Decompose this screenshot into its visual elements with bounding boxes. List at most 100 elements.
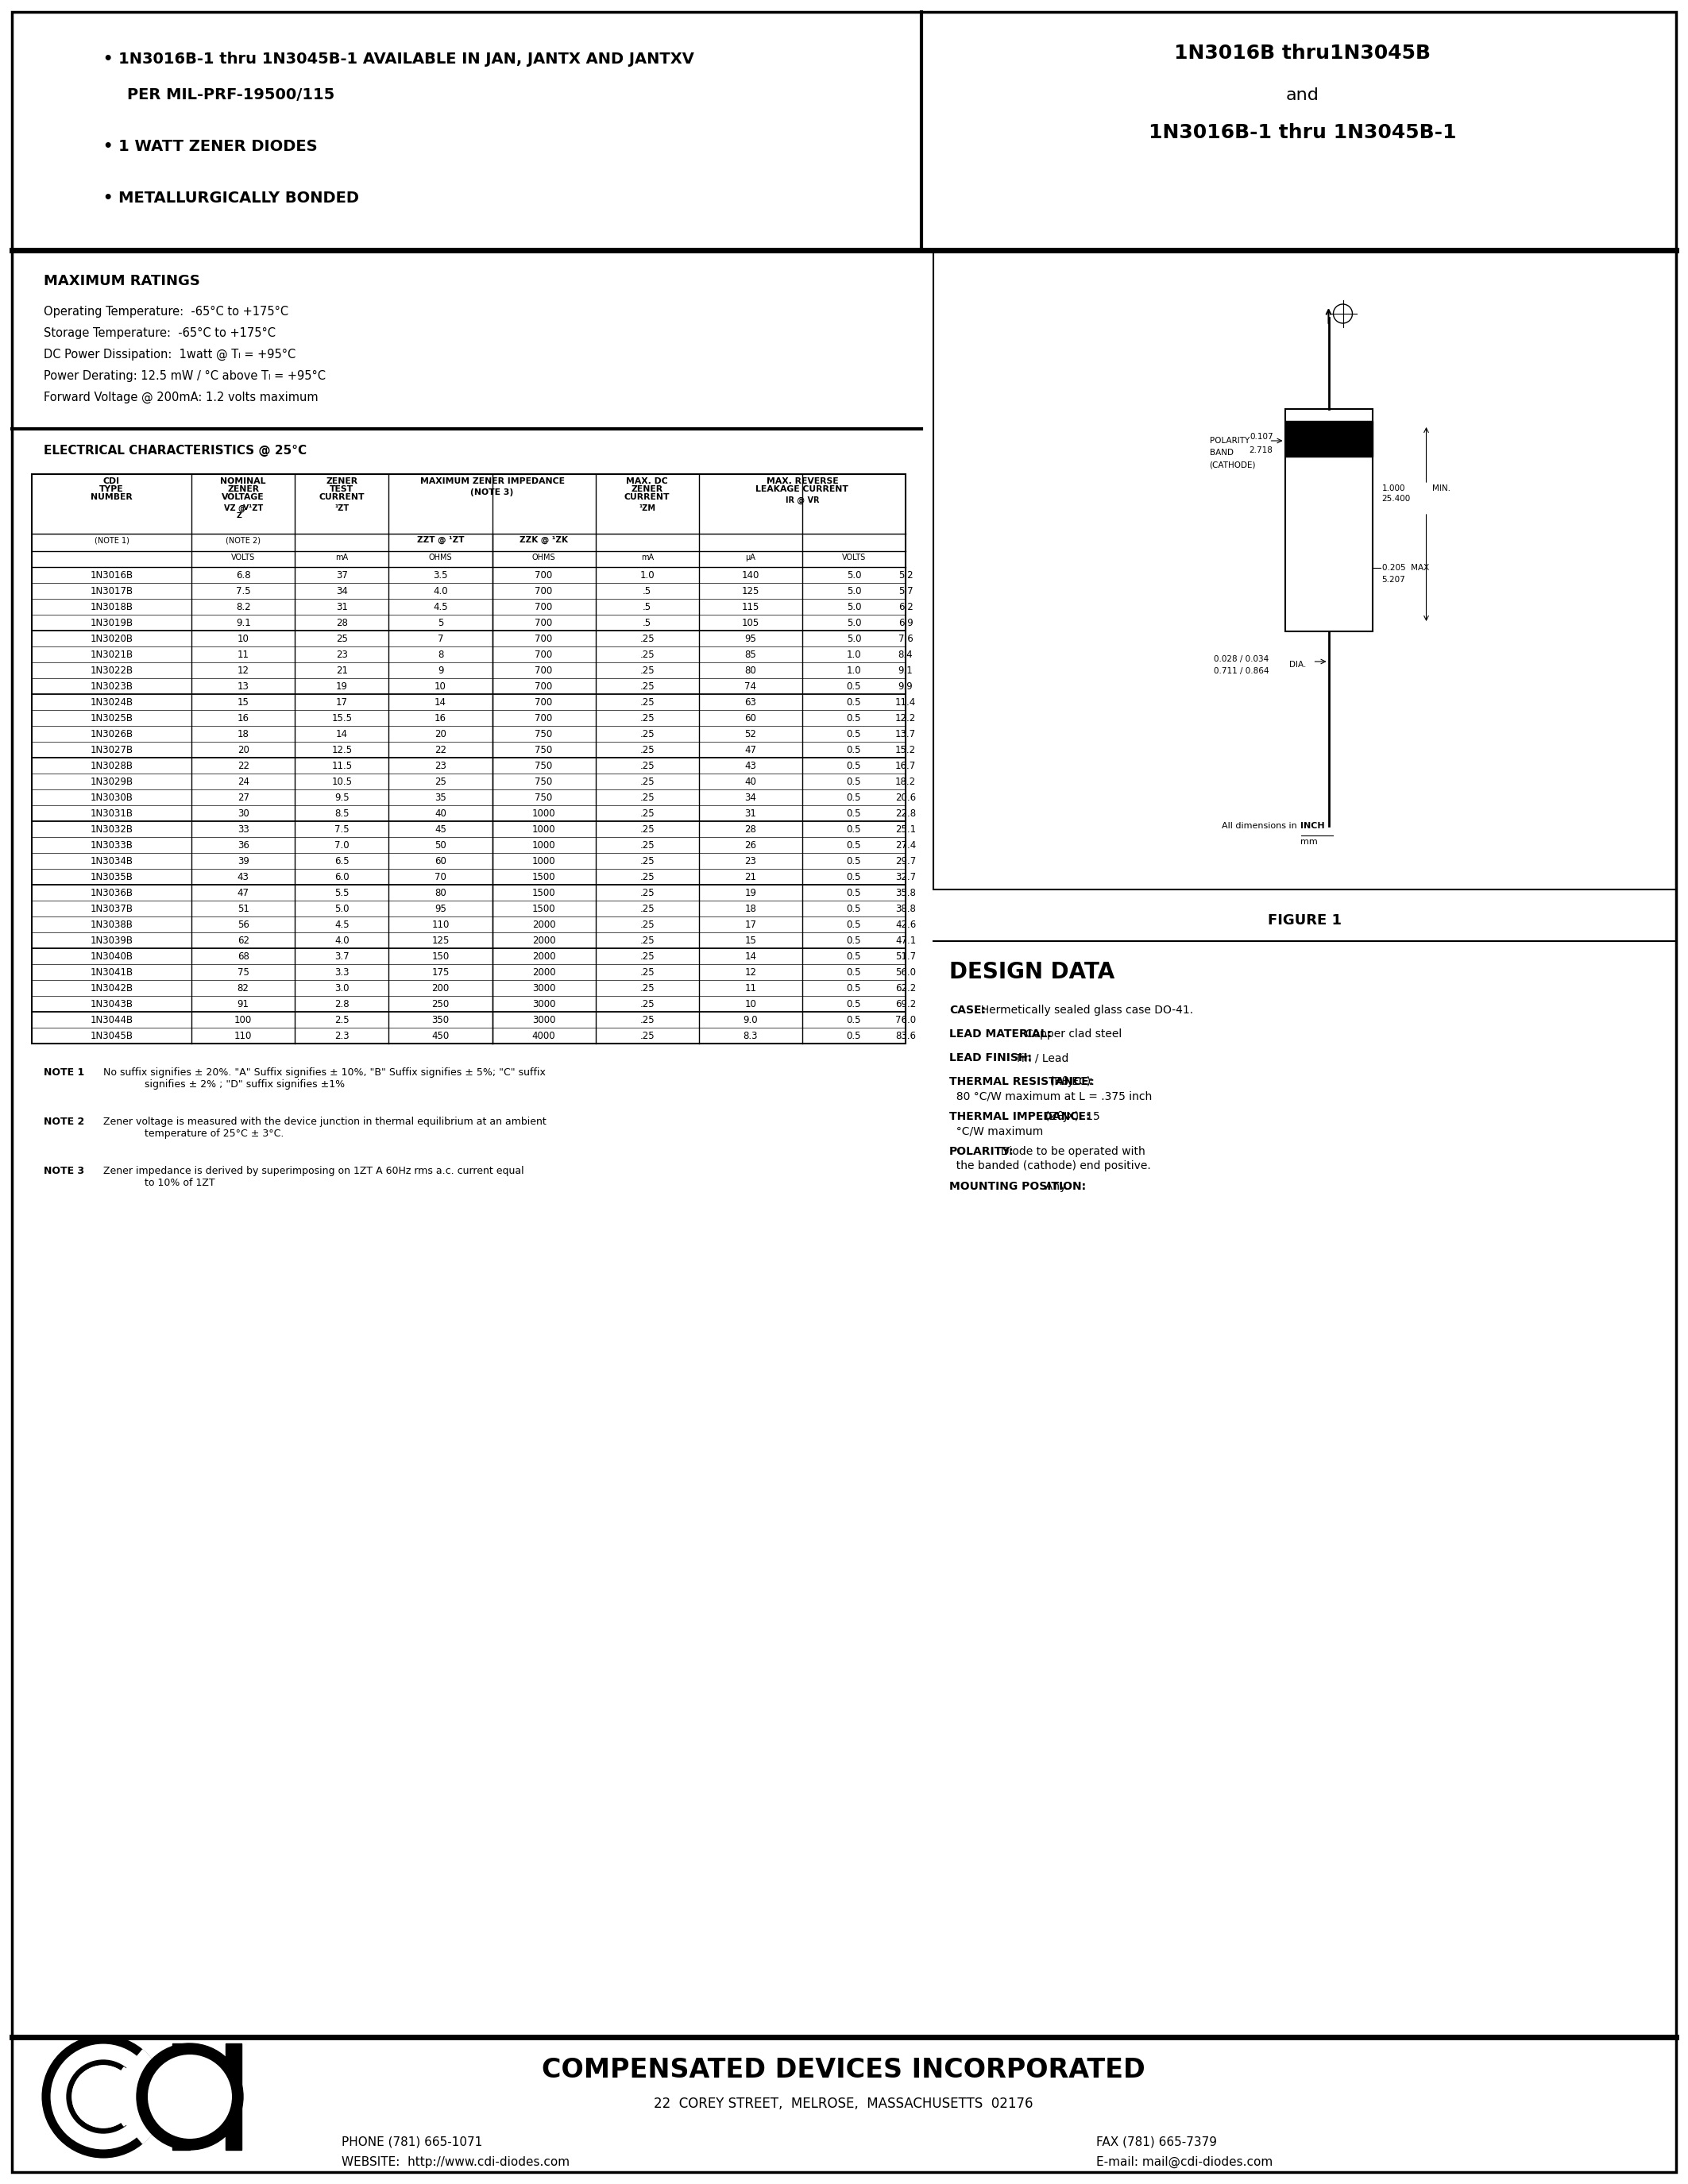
- Text: ZZT @ ¹ZT: ZZT @ ¹ZT: [417, 535, 464, 544]
- Text: .25: .25: [640, 649, 655, 660]
- Text: .25: .25: [640, 681, 655, 692]
- Text: 700: 700: [535, 633, 552, 644]
- Text: .25: .25: [640, 856, 655, 867]
- Text: 62: 62: [238, 935, 250, 946]
- Text: 1N3041B: 1N3041B: [89, 968, 133, 976]
- Text: 1N3022B: 1N3022B: [89, 666, 133, 675]
- Text: 2000: 2000: [532, 919, 555, 930]
- Text: DC Power Dissipation:  1watt @ Tₗ = +95°C: DC Power Dissipation: 1watt @ Tₗ = +95°C: [44, 349, 295, 360]
- Text: All dimensions in: All dimensions in: [1222, 821, 1296, 830]
- Text: 125: 125: [432, 935, 449, 946]
- Text: 32.7: 32.7: [895, 871, 917, 882]
- Text: 450: 450: [432, 1031, 449, 1042]
- Text: NOTE 1: NOTE 1: [44, 1068, 84, 1077]
- Text: 9.1: 9.1: [898, 666, 913, 675]
- Text: 0.107: 0.107: [1249, 432, 1273, 441]
- Text: 8.2: 8.2: [236, 601, 250, 612]
- Text: 37: 37: [336, 570, 348, 581]
- Text: DIA.: DIA.: [1290, 662, 1307, 668]
- Text: 1N3027B: 1N3027B: [89, 745, 133, 756]
- Text: 40: 40: [744, 775, 756, 786]
- Text: 19: 19: [336, 681, 348, 692]
- Text: 85: 85: [744, 649, 756, 660]
- Text: NUMBER: NUMBER: [91, 494, 133, 500]
- Text: 1N3036B: 1N3036B: [89, 887, 133, 898]
- Text: 1N3020B: 1N3020B: [89, 633, 133, 644]
- Text: 16: 16: [434, 712, 446, 723]
- Text: (ZθJX): 15: (ZθJX): 15: [1038, 1112, 1099, 1123]
- Text: 110: 110: [432, 919, 449, 930]
- Text: CASE:: CASE:: [949, 1005, 986, 1016]
- Text: 110: 110: [235, 1031, 252, 1042]
- Text: .25: .25: [640, 919, 655, 930]
- Text: 91: 91: [238, 998, 250, 1009]
- Text: 31: 31: [744, 808, 756, 819]
- Text: MAX: MAX: [1286, 439, 1303, 448]
- Text: PHONE (781) 665-1071: PHONE (781) 665-1071: [341, 2136, 483, 2149]
- Text: 56: 56: [238, 919, 250, 930]
- Text: BAND: BAND: [1209, 448, 1234, 456]
- Text: .25: .25: [640, 729, 655, 738]
- Text: MIN.: MIN.: [1431, 485, 1450, 491]
- Text: 0.5: 0.5: [847, 935, 861, 946]
- Text: (NOTE 2): (NOTE 2): [226, 535, 260, 544]
- Text: 4.5: 4.5: [334, 919, 349, 930]
- Text: 8.4: 8.4: [898, 649, 913, 660]
- Text: ZZK @ ¹ZK: ZZK @ ¹ZK: [520, 535, 569, 544]
- Text: 6.2: 6.2: [898, 601, 913, 612]
- Text: 14: 14: [744, 950, 756, 961]
- Text: NOMINAL: NOMINAL: [221, 478, 267, 485]
- Text: 700: 700: [535, 570, 552, 581]
- Text: LEAD FINISH:: LEAD FINISH:: [949, 1053, 1031, 1064]
- Text: 34: 34: [744, 793, 756, 802]
- Text: (NOTE 3): (NOTE 3): [471, 489, 513, 496]
- Text: 0.5: 0.5: [847, 887, 861, 898]
- Text: .25: .25: [640, 697, 655, 708]
- Text: °C/W maximum: °C/W maximum: [949, 1125, 1043, 1136]
- Text: 15.2: 15.2: [895, 745, 917, 756]
- Text: 42.6: 42.6: [895, 919, 917, 930]
- Text: mm: mm: [1301, 839, 1318, 845]
- Text: NOTE 3: NOTE 3: [44, 1166, 84, 1177]
- Text: 250: 250: [432, 998, 449, 1009]
- Text: (NOTE 1): (NOTE 1): [95, 535, 128, 544]
- Text: 1N3028B: 1N3028B: [89, 760, 133, 771]
- Text: VOLTS: VOLTS: [231, 553, 255, 561]
- Text: 1000: 1000: [532, 808, 555, 819]
- Text: COMPENSATED DEVICES INCORPORATED: COMPENSATED DEVICES INCORPORATED: [542, 2057, 1146, 2084]
- Text: 1N3043B: 1N3043B: [89, 998, 133, 1009]
- Text: OHMS: OHMS: [532, 553, 555, 561]
- Text: FIGURE 1: FIGURE 1: [1268, 913, 1342, 928]
- Text: 700: 700: [535, 618, 552, 627]
- Text: 0.5: 0.5: [847, 697, 861, 708]
- Text: .25: .25: [640, 950, 655, 961]
- Text: CURRENT: CURRENT: [625, 494, 670, 500]
- Text: 1N3016B thru1N3045B: 1N3016B thru1N3045B: [1175, 44, 1431, 63]
- Text: 34: 34: [336, 585, 348, 596]
- Text: 10: 10: [238, 633, 250, 644]
- Text: 10: 10: [744, 998, 756, 1009]
- Text: 6.0: 6.0: [334, 871, 349, 882]
- Text: μA: μA: [746, 553, 756, 561]
- Text: Operating Temperature:  -65°C to +175°C: Operating Temperature: -65°C to +175°C: [44, 306, 289, 317]
- Text: 5.0: 5.0: [847, 585, 861, 596]
- Text: .25: .25: [640, 760, 655, 771]
- Text: 1.0: 1.0: [846, 649, 861, 660]
- Text: 25.1: 25.1: [895, 823, 917, 834]
- Text: TYPE: TYPE: [100, 485, 123, 494]
- Text: 350: 350: [432, 1016, 449, 1024]
- Text: 3.3: 3.3: [334, 968, 349, 976]
- Text: 5.2: 5.2: [898, 570, 913, 581]
- Text: DESIGN DATA: DESIGN DATA: [949, 961, 1114, 983]
- Text: Zener impedance is derived by superimposing on 1ZT A 60Hz rms a.c. current equal: Zener impedance is derived by superimpos…: [103, 1166, 523, 1188]
- Text: 1N3034B: 1N3034B: [89, 856, 133, 867]
- Text: OHMS: OHMS: [429, 553, 452, 561]
- Text: 1N3019B: 1N3019B: [89, 618, 133, 627]
- Bar: [32, 474, 905, 1044]
- Text: 3000: 3000: [532, 983, 555, 994]
- Text: ZENER: ZENER: [326, 478, 358, 485]
- Text: 11.5: 11.5: [331, 760, 353, 771]
- Text: 0.5: 0.5: [847, 841, 861, 850]
- Text: 9.1: 9.1: [236, 618, 250, 627]
- Text: MAXIMUM ZENER IMPEDANCE: MAXIMUM ZENER IMPEDANCE: [420, 478, 564, 485]
